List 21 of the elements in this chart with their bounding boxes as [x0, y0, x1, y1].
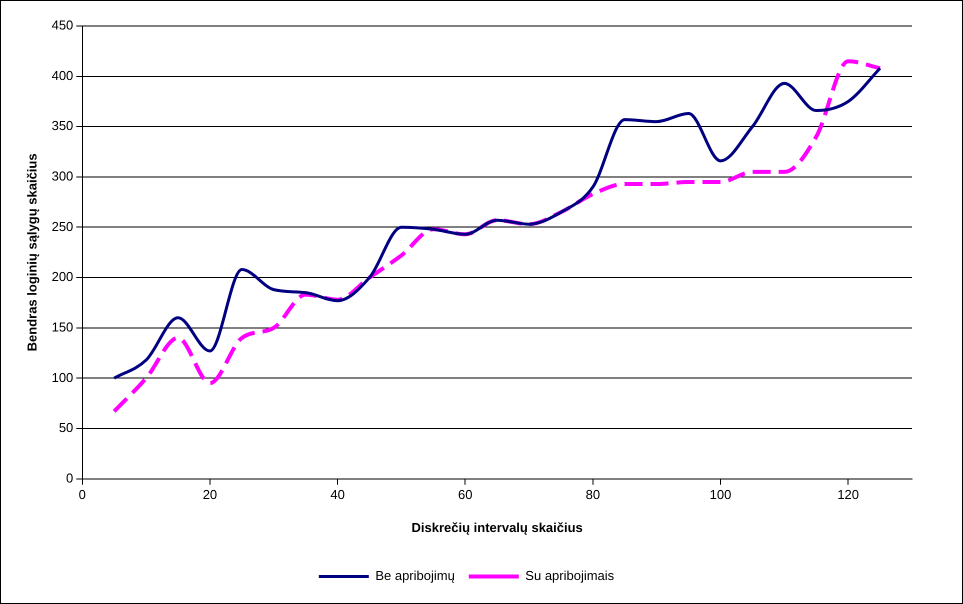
- y-tick-label: 50: [58, 420, 74, 436]
- x-tick-label: 40: [330, 487, 345, 502]
- y-tick-label: 100: [52, 370, 74, 385]
- x-tick-label: 0: [78, 487, 86, 502]
- y-tick-label: 150: [52, 319, 74, 334]
- x-tick-label: 60: [458, 487, 472, 502]
- x-tick-label: 120: [837, 487, 860, 502]
- x-tick-label: 20: [202, 487, 218, 502]
- y-tick-label: 250: [52, 218, 74, 234]
- y-axis-title: Bendras loginių sąlygų skaičius: [24, 153, 40, 352]
- y-tick-label: 400: [52, 68, 74, 83]
- y-tick-label: 300: [52, 168, 74, 184]
- legend-label: Be apribojimų: [375, 568, 455, 584]
- x-axis-title: Diskrečių intervalų skaičius: [412, 520, 583, 535]
- y-tick-label: 350: [52, 118, 74, 134]
- y-tick-label: 450: [52, 18, 74, 33]
- y-tick-label: 0: [66, 470, 74, 486]
- legend-label: Su apribojimais: [525, 568, 615, 584]
- x-tick-label: 100: [710, 487, 732, 502]
- y-tick-label: 200: [52, 269, 74, 284]
- x-tick-label: 80: [586, 487, 600, 502]
